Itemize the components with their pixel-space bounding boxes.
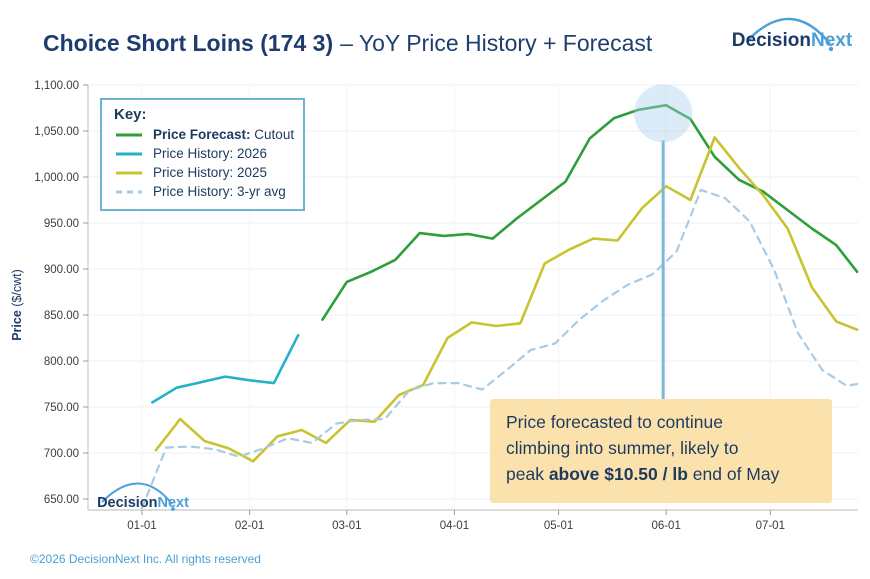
y-tick-label: 1,050.00 bbox=[34, 126, 79, 138]
legend-title: Key: bbox=[114, 106, 147, 123]
series-price-history-2025 bbox=[154, 136, 859, 463]
legend-swatch-icon bbox=[116, 133, 142, 136]
legend-swatch-icon bbox=[116, 152, 142, 155]
watermark-text-decision: Decision bbox=[97, 495, 158, 511]
x-tick-label: 07-01 bbox=[756, 520, 785, 532]
x-tick-label: 06-01 bbox=[651, 520, 680, 532]
watermark-logo: DecisionNext bbox=[88, 476, 198, 514]
legend-item-label: Price History: 2025 bbox=[153, 165, 268, 180]
copyright-footer: ©2026 DecisionNext Inc. All rights reser… bbox=[30, 552, 261, 566]
legend-swatch-icon bbox=[116, 171, 142, 174]
x-tick-label: 01-01 bbox=[127, 520, 156, 532]
series-price-history-2026 bbox=[151, 333, 300, 404]
legend-items: Price Forecast: Cutout Price History: 202… bbox=[114, 125, 295, 201]
y-tick-label: 1,000.00 bbox=[34, 172, 79, 184]
legend-item-price-history-3-yr-avg: Price History: 3-yr avg bbox=[114, 182, 293, 201]
y-tick-label: 850.00 bbox=[44, 310, 79, 322]
title-product: Choice Short Loins (174 3) bbox=[43, 30, 334, 56]
legend-item-label: Price History: 2026 bbox=[153, 146, 268, 161]
x-tick-label: 04-01 bbox=[440, 520, 469, 532]
logo-swoosh-icon bbox=[747, 17, 834, 52]
decisionnext-logo: DecisionNext bbox=[726, 10, 858, 56]
y-tick-label: 700.00 bbox=[44, 448, 79, 460]
watermark-swoosh-icon bbox=[101, 482, 175, 511]
watermark-text: DecisionNext bbox=[88, 495, 198, 511]
y-tick-label: 750.00 bbox=[44, 402, 79, 414]
x-tick-label: 03-01 bbox=[332, 520, 361, 532]
legend-item-label: Price Forecast: Cutout bbox=[153, 127, 295, 142]
y-tick-label: 900.00 bbox=[44, 264, 79, 276]
legend-item-price-forecast-cutout: Price Forecast: Cutout bbox=[114, 125, 295, 144]
annotation-line-2: climbing into summer, likely to bbox=[506, 437, 739, 458]
x-tick-label: 02-01 bbox=[235, 520, 264, 532]
logo-text-decision: Decision bbox=[731, 30, 811, 51]
annotation-line-3: peak above $10.50 / lb end of May bbox=[506, 463, 780, 484]
x-tick-label: 05-01 bbox=[544, 520, 573, 532]
legend-item-price-history-2025: Price History: 2025 bbox=[114, 163, 293, 182]
y-tick-label: 1,100.00 bbox=[34, 80, 79, 92]
page-title: Choice Short Loins (174 3) – YoY Price Hi… bbox=[43, 30, 652, 57]
logo-text: DecisionNext bbox=[726, 30, 858, 52]
legend-item-label: Price History: 3-yr avg bbox=[153, 184, 286, 199]
watermark-text-next: Next bbox=[157, 495, 189, 511]
chart-legend: Key: Price Forecast: Cutout Price History… bbox=[100, 98, 305, 211]
forecast-annotation: Price forecasted to continue climbing in… bbox=[490, 399, 832, 503]
legend-item-price-history-2026: Price History: 2026 bbox=[114, 144, 293, 163]
legend-swatch-icon bbox=[116, 190, 142, 193]
y-tick-label: 650.00 bbox=[44, 494, 79, 506]
annotation-line-1: Price forecasted to continue bbox=[506, 412, 723, 432]
peak-highlight-circle bbox=[634, 84, 693, 143]
y-tick-label: 800.00 bbox=[44, 356, 79, 368]
y-tick-label: 950.00 bbox=[44, 218, 79, 230]
title-suffix: – YoY Price History + Forecast bbox=[340, 30, 653, 56]
logo-text-next: Next bbox=[811, 30, 853, 51]
series-price-forecast-cutout bbox=[321, 103, 859, 321]
